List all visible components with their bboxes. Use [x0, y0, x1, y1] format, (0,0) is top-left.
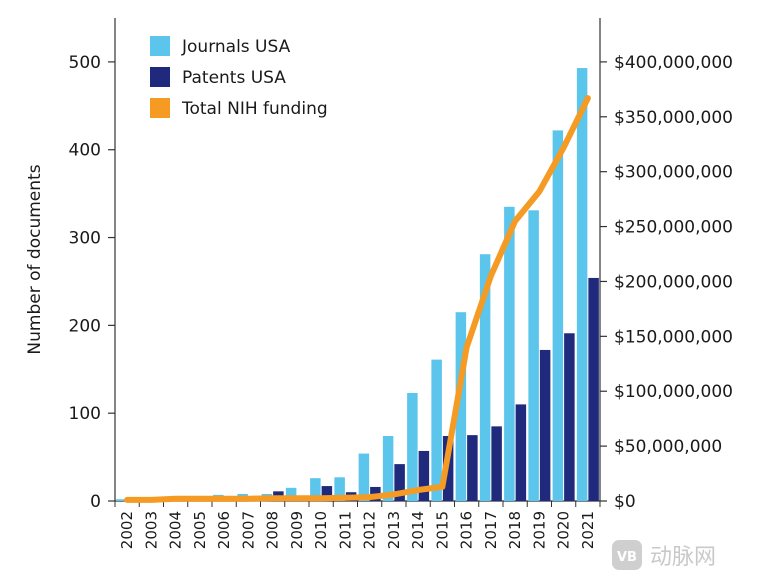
- x-tick-label: 2005: [191, 511, 209, 549]
- y-tick-label-right: $150,000,000: [614, 327, 733, 347]
- bar-journals-usa: [504, 206, 515, 502]
- legend-label: Journals USA: [181, 37, 291, 57]
- bar-journals-usa: [358, 453, 370, 501]
- y-tick-label-left: 200: [69, 316, 101, 336]
- bar-patents-usa: [467, 435, 478, 501]
- bar-journals-usa: [382, 436, 394, 501]
- y-axis-left: 0 100 200 300 400 500: [69, 53, 115, 512]
- x-tick-label: 2015: [433, 511, 451, 549]
- bar-patents-usa: [515, 404, 527, 501]
- y-tick-label-right: $250,000,000: [614, 218, 733, 238]
- legend-swatch: [150, 98, 170, 118]
- x-tick-label: 2008: [264, 511, 282, 549]
- x-tick-label: 2004: [167, 511, 185, 549]
- plot-frame: [114, 18, 601, 502]
- y-tick-label-right: $0: [614, 492, 636, 512]
- bar-patents-usa: [539, 349, 551, 501]
- y-tick-label-right: $300,000,000: [614, 163, 733, 183]
- y-tick-label-left: 0: [90, 492, 101, 512]
- y-tick-label-left: 500: [69, 53, 101, 73]
- y-tick-label-right: $200,000,000: [614, 272, 733, 292]
- y-tick-label-right: $400,000,000: [614, 53, 733, 73]
- y-tick-label-right: $350,000,000: [614, 108, 733, 128]
- bar-journals-usa: [552, 130, 564, 501]
- axis-titles: Number of documents: [25, 164, 45, 354]
- y-tick-label-left: 300: [69, 229, 101, 249]
- x-tick-label: 2016: [458, 511, 476, 549]
- x-tick-label: 2002: [118, 511, 136, 549]
- legend-label: Patents USA: [182, 68, 286, 88]
- x-tick-label: 2011: [336, 511, 354, 549]
- y-tick-label-right: $100,000,000: [614, 382, 733, 402]
- y-axis-right: $0 $50,000,000 $100,000,000 $150,000,000 $20…: [600, 53, 733, 512]
- legend-label: Total NIH funding: [181, 99, 328, 119]
- watermark: VB 动脉网: [612, 540, 716, 570]
- bar-patents-usa: [321, 486, 333, 501]
- bar-journals-usa: [455, 312, 467, 501]
- bar-journals-usa: [334, 477, 345, 501]
- bars-group: [116, 68, 599, 502]
- line-total-nih-funding: [124, 95, 591, 503]
- x-axis: 2002 2003 2004 2005 2006 2007 2008 2009 2010 2011…: [114, 501, 601, 549]
- x-tick-label: 2021: [579, 511, 597, 549]
- x-tick-label: 2006: [215, 511, 233, 549]
- y-tick-label-left: 400: [69, 141, 101, 161]
- legend-swatch: [150, 36, 170, 56]
- y-tick-label-left: 100: [69, 404, 101, 424]
- x-tick-label: 2003: [142, 511, 160, 549]
- x-tick-label: 2010: [312, 511, 330, 549]
- x-tick-label: 2014: [409, 511, 427, 549]
- x-tick-label: 2020: [555, 511, 573, 549]
- x-tick-label: 2007: [239, 511, 257, 549]
- bar-journals-usa: [310, 478, 321, 501]
- bar-patents-usa: [588, 277, 599, 501]
- bar-journals-usa: [116, 499, 127, 501]
- bar-journals-usa: [528, 210, 539, 501]
- legend: Journals USA Patents USA Total NIH funding: [150, 36, 328, 119]
- line-series-group: [124, 95, 591, 503]
- watermark-logo-icon: [612, 540, 642, 570]
- legend-swatch: [150, 67, 170, 87]
- x-tick-label: 2019: [530, 511, 548, 549]
- bar-patents-usa: [491, 426, 502, 501]
- y-axis-title: Number of documents: [25, 164, 45, 354]
- x-tick-label: 2013: [385, 511, 403, 549]
- watermark-logo-text: VB: [617, 550, 637, 565]
- x-tick-label: 2018: [506, 511, 524, 549]
- bar-journals-usa: [576, 68, 588, 501]
- bar-patents-usa: [418, 450, 430, 501]
- watermark-label: 动脉网: [650, 545, 716, 570]
- x-tick-label: 2017: [482, 511, 500, 549]
- bar-journals-usa: [285, 487, 297, 501]
- y-tick-label-right: $50,000,000: [614, 437, 722, 457]
- x-tick-label: 2012: [361, 511, 379, 549]
- bar-journals-usa: [479, 254, 491, 501]
- bar-patents-usa: [564, 333, 575, 501]
- x-tick-label: 2009: [288, 511, 306, 549]
- bar-journals-usa: [407, 392, 418, 501]
- bar-journals-usa: [431, 359, 442, 501]
- bar-patents-usa: [394, 464, 405, 501]
